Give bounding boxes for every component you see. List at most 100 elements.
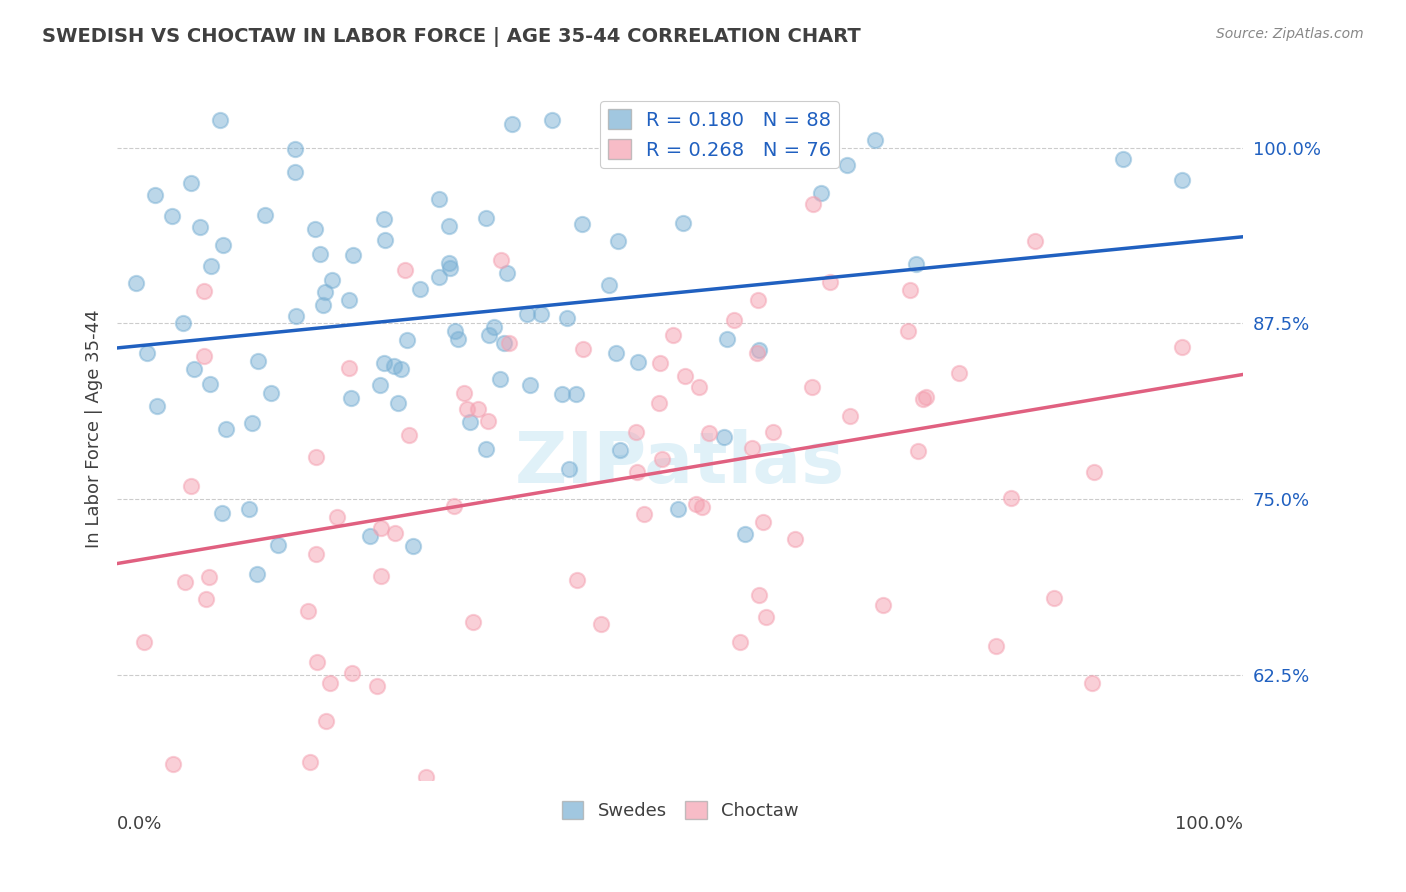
Point bbox=[692, 500, 714, 515]
Point bbox=[443, 499, 465, 513]
Point bbox=[194, 591, 217, 606]
Point bbox=[402, 539, 425, 553]
Point bbox=[627, 355, 650, 369]
Point bbox=[453, 386, 475, 401]
Point bbox=[477, 414, 499, 428]
Point bbox=[752, 515, 775, 529]
Point bbox=[304, 547, 326, 561]
Point bbox=[456, 401, 478, 416]
Point bbox=[373, 356, 395, 370]
Point bbox=[396, 333, 419, 347]
Text: 100.0%: 100.0% bbox=[1175, 815, 1243, 833]
Text: SWEDISH VS CHOCTAW IN LABOR FORCE | AGE 35-44 CORRELATION CHART: SWEDISH VS CHOCTAW IN LABOR FORCE | AGE … bbox=[42, 27, 860, 46]
Point bbox=[800, 380, 823, 394]
Point bbox=[253, 208, 276, 222]
Point bbox=[437, 256, 460, 270]
Point bbox=[835, 158, 858, 172]
Point bbox=[467, 401, 489, 416]
Point bbox=[501, 117, 523, 131]
Point bbox=[267, 538, 290, 552]
Point bbox=[898, 283, 921, 297]
Point bbox=[342, 247, 364, 261]
Point bbox=[387, 396, 409, 410]
Point bbox=[409, 281, 432, 295]
Point bbox=[609, 442, 631, 457]
Y-axis label: In Labor Force | Age 35-44: In Labor Force | Age 35-44 bbox=[86, 310, 103, 548]
Point bbox=[238, 502, 260, 516]
Text: 0.0%: 0.0% bbox=[117, 815, 163, 833]
Point bbox=[384, 526, 406, 541]
Point bbox=[624, 425, 647, 439]
Point bbox=[297, 605, 319, 619]
Point bbox=[180, 177, 202, 191]
Point bbox=[598, 278, 620, 293]
Point bbox=[662, 327, 685, 342]
Point bbox=[132, 635, 155, 649]
Point bbox=[838, 409, 860, 423]
Point bbox=[398, 428, 420, 442]
Point bbox=[370, 521, 392, 535]
Point bbox=[337, 361, 360, 376]
Point bbox=[801, 197, 824, 211]
Point bbox=[672, 217, 695, 231]
Point bbox=[716, 332, 738, 346]
Point bbox=[589, 617, 612, 632]
Point bbox=[723, 312, 745, 326]
Point bbox=[519, 378, 541, 392]
Point bbox=[461, 615, 484, 630]
Point bbox=[907, 444, 929, 458]
Point bbox=[394, 262, 416, 277]
Point bbox=[443, 324, 465, 338]
Point bbox=[174, 574, 197, 589]
Point bbox=[198, 377, 221, 392]
Point bbox=[242, 416, 264, 430]
Point bbox=[984, 639, 1007, 653]
Point bbox=[747, 293, 769, 307]
Point bbox=[572, 342, 595, 356]
Point bbox=[125, 276, 148, 290]
Point bbox=[315, 714, 337, 729]
Point bbox=[337, 293, 360, 307]
Point bbox=[489, 253, 512, 268]
Point bbox=[818, 275, 841, 289]
Point bbox=[1171, 340, 1194, 354]
Point bbox=[762, 425, 785, 439]
Point bbox=[246, 567, 269, 582]
Point bbox=[1081, 676, 1104, 690]
Point bbox=[427, 192, 450, 206]
Point bbox=[749, 145, 772, 159]
Point bbox=[212, 237, 235, 252]
Point bbox=[897, 324, 920, 338]
Point bbox=[489, 372, 512, 386]
Point bbox=[605, 346, 627, 360]
Point bbox=[728, 635, 751, 649]
Point bbox=[284, 164, 307, 178]
Point bbox=[904, 257, 927, 271]
Point bbox=[516, 307, 538, 321]
Point bbox=[208, 112, 231, 127]
Point bbox=[298, 756, 321, 770]
Point bbox=[745, 346, 768, 360]
Point bbox=[754, 112, 776, 127]
Point bbox=[1042, 591, 1064, 605]
Point bbox=[382, 359, 405, 373]
Point bbox=[246, 354, 269, 368]
Point bbox=[530, 308, 553, 322]
Point bbox=[307, 655, 329, 669]
Point bbox=[783, 533, 806, 547]
Point bbox=[478, 328, 501, 343]
Point bbox=[193, 284, 215, 298]
Point bbox=[496, 266, 519, 280]
Point bbox=[325, 509, 347, 524]
Point bbox=[541, 112, 564, 127]
Point bbox=[571, 217, 593, 231]
Point bbox=[260, 385, 283, 400]
Point bbox=[688, 380, 710, 394]
Point bbox=[1171, 173, 1194, 187]
Point bbox=[606, 234, 628, 248]
Point bbox=[415, 770, 437, 784]
Point bbox=[915, 390, 938, 404]
Point bbox=[648, 355, 671, 369]
Point bbox=[492, 336, 515, 351]
Point bbox=[340, 665, 363, 680]
